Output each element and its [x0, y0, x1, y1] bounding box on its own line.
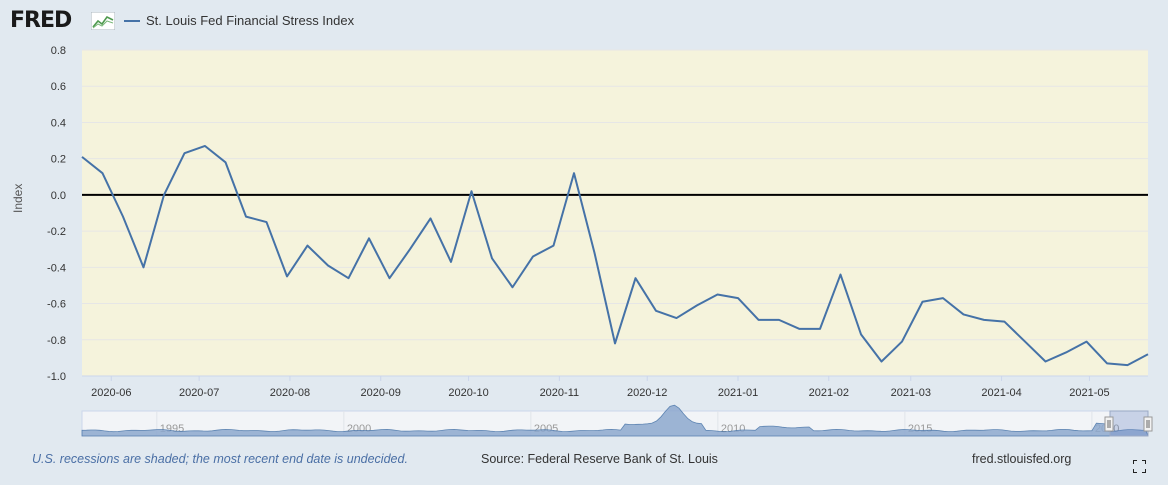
x-tick-label: 2021-03 — [891, 387, 931, 399]
plot-area — [82, 50, 1148, 376]
y-tick-label: -0.2 — [47, 226, 66, 238]
y-tick-label: -0.8 — [47, 335, 66, 347]
y-tick-label: 0.2 — [51, 154, 66, 166]
y-tick-label: 0.4 — [51, 117, 66, 129]
y-tick-label: -0.4 — [47, 262, 66, 274]
x-tick-label: 2020-06 — [91, 387, 131, 399]
x-tick-label: 2020-07 — [179, 387, 219, 399]
y-tick-label: -0.6 — [47, 299, 66, 311]
x-tick-label: 2020-09 — [361, 387, 401, 399]
x-tick-label: 2021-02 — [809, 387, 849, 399]
y-tick-label: -1.0 — [47, 371, 66, 383]
x-tick-label: 2021-01 — [718, 387, 758, 399]
fullscreen-icon[interactable] — [1133, 460, 1146, 473]
fred-logo[interactable]: FRED — [10, 8, 72, 33]
legend-swatch — [124, 19, 140, 22]
legend-label: St. Louis Fed Financial Stress Index — [146, 13, 355, 28]
y-tick-label: 0.0 — [51, 190, 66, 202]
chart-svg: 0.8 0.6 0.4 0.2 0.0 -0.2 -0.4 -0.6 -0.8 -1.0 2020-… — [47, 45, 1153, 437]
x-tick-label: 2020-12 — [627, 387, 667, 399]
y-tick-label: 0.8 — [51, 45, 66, 57]
x-tick-label: 2020-10 — [448, 387, 488, 399]
navigator-handle — [1104, 416, 1114, 432]
y-tick-label: 0.6 — [51, 81, 66, 93]
navigator-selection — [1109, 410, 1149, 437]
chart-legend[interactable]: St. Louis Fed Financial Stress Index — [124, 13, 354, 28]
x-tick-label: 2021-05 — [1069, 387, 1109, 399]
x-tick-label: 2020-11 — [540, 387, 580, 399]
x-tick-label: 2021-04 — [981, 387, 1021, 399]
x-tick-label: 2020-08 — [270, 387, 310, 399]
navigator-series — [81, 404, 1149, 437]
fred-chart-logo-icon — [91, 12, 115, 30]
recession-note: U.S. recessions are shaded; the most rec… — [32, 452, 408, 466]
source-text: Source: Federal Reserve Bank of St. Loui… — [481, 452, 718, 466]
navigator-handle — [1143, 416, 1153, 432]
site-link[interactable]: fred.stlouisfed.org — [972, 452, 1072, 466]
